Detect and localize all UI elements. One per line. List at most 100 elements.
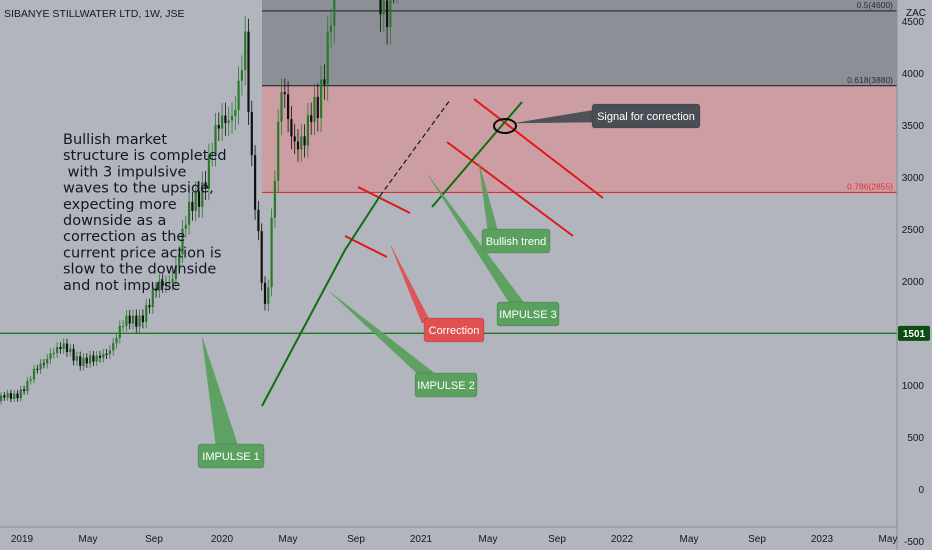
candle-body [178, 254, 181, 266]
candle-body [257, 209, 260, 232]
candle-body [221, 115, 224, 129]
projection-dashed-line [379, 99, 451, 197]
candle-body [13, 393, 16, 399]
candle-body [290, 119, 293, 137]
correction-channel-upper [357, 186, 411, 214]
candle-body [3, 395, 6, 398]
candle-body [181, 228, 184, 255]
candle-body [237, 80, 240, 110]
candle-body [36, 368, 39, 370]
candle-body [191, 201, 194, 211]
candle-body [164, 282, 168, 286]
candle-body [161, 281, 164, 286]
candle-body [244, 31, 247, 71]
candle-body [59, 346, 62, 349]
analysis-text-line: current price action is [63, 245, 221, 261]
candle-body [125, 315, 128, 326]
candle-body [75, 356, 78, 361]
candle-body [316, 96, 319, 119]
x-tick-label: May [479, 534, 498, 545]
candle-body [184, 224, 187, 229]
candle-body [108, 350, 111, 355]
price-tag-label: 1501 [903, 329, 926, 340]
x-tick-label: May [879, 534, 898, 545]
candle-body [287, 94, 290, 120]
impulse1-callout-box [197, 443, 265, 469]
candle-body [115, 338, 118, 344]
candle-body [46, 358, 49, 364]
y-tick-label: 1000 [902, 381, 925, 392]
candle-body [389, 0, 392, 28]
signal-callout-box [591, 103, 701, 129]
fib-zone-red [262, 85, 897, 193]
analysis-text-line: with 3 impulsive [63, 164, 187, 180]
candle-body [23, 389, 26, 392]
candle-body [145, 305, 148, 323]
candle-body [211, 154, 214, 156]
callouts: Signal for correction Bullish trend Correc… [197, 103, 701, 469]
candle-body [168, 282, 171, 284]
candle-body [323, 79, 326, 85]
candle-body [188, 201, 191, 225]
candle-body [240, 70, 243, 81]
impulse1-callout-label: IMPULSE 1 [202, 451, 259, 463]
candle-body [267, 287, 270, 304]
x-tick-label: 2022 [611, 534, 634, 545]
candle-body [171, 278, 174, 283]
correction-callout-label: Correction [429, 325, 480, 337]
candle-body [72, 348, 75, 361]
y-tick-label: 4000 [902, 69, 925, 80]
time-axis: 2019 May Sep 2020 May Sep 2021 May Sep 2022 May Sep… [11, 534, 898, 545]
candle-body [112, 343, 115, 351]
fib-level-label: 0.618(3880) [847, 75, 893, 85]
drawings [261, 98, 604, 407]
analysis-text-line: waves to the upside, [63, 181, 214, 197]
candle-body [95, 355, 98, 362]
candle-body [89, 355, 92, 364]
candle-body [386, 0, 389, 28]
candle-body [98, 355, 102, 358]
fib-zone-gray [262, 0, 897, 86]
bullish-trend-callout-box [481, 228, 551, 254]
candle-body [151, 289, 154, 308]
analysis-text-line: slow to the downside [63, 262, 216, 278]
signal-circle [493, 118, 517, 134]
candle-body [214, 124, 217, 155]
signal-callout-label: Signal for correction [597, 111, 695, 123]
candle-body [16, 393, 19, 399]
impulse-trend-line [261, 195, 381, 407]
candle-body [128, 315, 131, 324]
y-tick-label: 4500 [902, 17, 925, 28]
candle-body [300, 136, 303, 150]
candle-body [6, 393, 9, 398]
x-tick-label: May [680, 534, 699, 545]
candle-body [277, 121, 280, 181]
candle-body [65, 343, 69, 352]
analysis-text-line: correction as the [63, 229, 185, 245]
price-axis-labels: 765256291501 [898, 325, 930, 341]
candle-body [158, 281, 161, 291]
candle-body [201, 182, 204, 207]
candle-body [296, 141, 300, 150]
candle-body [174, 265, 177, 279]
candle-body [234, 109, 237, 116]
candle-body [69, 348, 72, 352]
candle-body [49, 353, 52, 359]
candle-body [0, 395, 3, 402]
candle-body [254, 155, 257, 210]
candle-body [105, 353, 108, 355]
symbol-title: SIBANYE STILLWATER LTD, 1W, JSE [4, 8, 184, 20]
analysis-text-line: structure is completed [63, 148, 227, 164]
impulse2-callout-label: IMPULSE 2 [417, 380, 474, 392]
candle-body [138, 315, 141, 327]
candle-body [207, 155, 210, 189]
candle-body [313, 96, 316, 123]
candle-body [141, 315, 144, 323]
candle-body [122, 325, 125, 327]
y-tick-label: 2000 [902, 277, 925, 288]
candle-body [135, 315, 138, 327]
candle-body [320, 79, 323, 119]
candle-body [19, 389, 22, 399]
candle-body [82, 357, 85, 366]
